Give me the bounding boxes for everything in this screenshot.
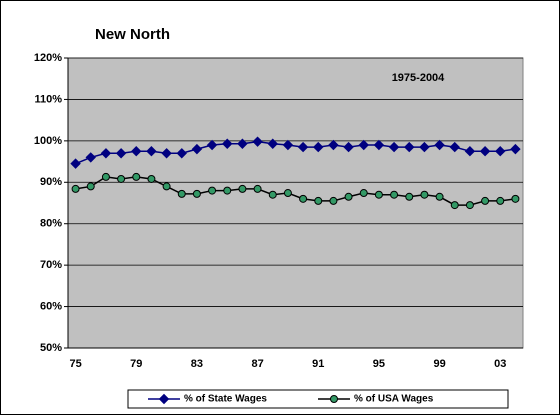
data-point [131,146,142,157]
data-point [223,186,232,195]
data-point [510,143,521,155]
data-point [70,158,81,169]
x-tick-label: 79 [130,358,142,370]
data-point [238,184,247,193]
data-point [419,141,430,153]
data-point [450,201,459,210]
data-point [479,146,491,157]
chart-title: New North [95,26,170,43]
data-point [117,174,126,183]
data-point [344,192,353,201]
data-point [268,190,277,199]
x-tick-label: 99 [433,358,445,370]
data-point [161,148,172,159]
data-point [314,196,323,205]
x-tick-label: 03 [494,358,506,370]
data-point [192,189,201,198]
data-point [404,141,415,153]
data-point [71,184,80,193]
x-tick-label: 83 [191,358,203,370]
data-point [464,146,476,157]
data-point [496,196,505,205]
y-tick-label: 100% [34,135,62,147]
data-point [101,172,110,181]
data-point [191,143,203,155]
data-point [283,189,292,198]
data-point [373,139,385,151]
data-point [359,189,368,198]
data-point [132,172,141,181]
data-point [449,141,460,153]
data-point [299,194,308,203]
data-point [420,190,429,199]
data-point [343,141,354,153]
legend-marker [158,393,170,405]
y-tick-label: 110% [34,93,62,105]
y-tick-label: 120% [34,52,62,64]
data-point [297,141,309,153]
data-point [222,138,233,149]
data-point [465,201,474,210]
data-point [206,139,218,151]
data-point [177,189,186,198]
data-point [267,138,278,149]
data-point [374,190,383,199]
data-point [313,141,324,153]
data-point [481,196,490,205]
data-point [86,182,95,191]
data-point [85,152,96,163]
data-point [100,148,112,159]
annotation: 1975-2004 [392,72,445,84]
data-point [162,182,171,191]
data-point [388,141,400,153]
data-point [434,139,445,151]
x-tick-label: 91 [312,358,324,370]
data-point [253,184,262,193]
x-tick-label: 95 [373,358,385,370]
data-point [115,148,127,159]
x-tick-label: 87 [251,358,263,370]
plot-area [67,57,524,349]
y-tick-label: 90% [40,176,62,188]
data-point [358,139,369,151]
data-point [390,190,399,199]
data-point [176,148,187,159]
data-point [435,192,444,201]
data-point [237,138,248,149]
data-point [282,139,294,151]
data-point [208,186,217,195]
data-point [146,146,157,157]
y-tick-label: 50% [40,342,62,354]
y-tick-label: 70% [40,259,62,271]
x-tick-label: 75 [69,358,81,370]
legend-marker [330,395,338,403]
data-point [329,196,338,205]
data-point [511,194,520,203]
data-point [252,136,263,147]
data-point [405,192,414,201]
legend-label: % of State Wages [184,394,267,405]
data-point [328,139,339,151]
data-point [495,146,506,157]
data-point [147,174,156,183]
legend-label: % of USA Wages [354,394,434,405]
y-tick-label: 80% [40,218,62,230]
y-tick-label: 60% [40,300,62,312]
